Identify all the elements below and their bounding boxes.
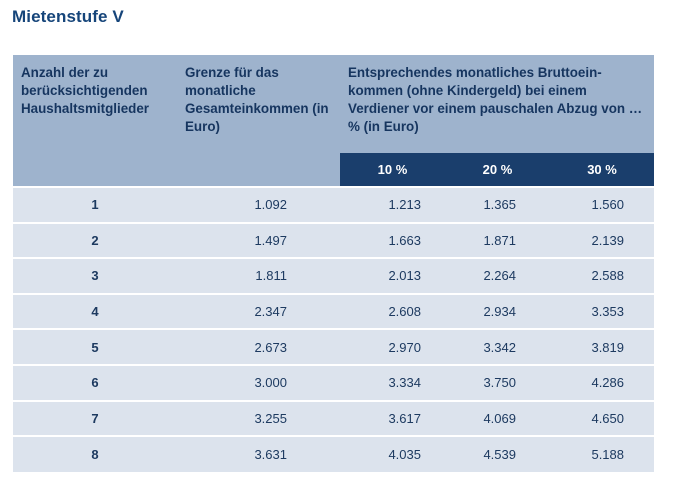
cell-gross-10: 1.663 — [340, 221, 445, 259]
cell-household-count: 1 — [13, 186, 177, 223]
cell-gross-20: 1.871 — [445, 221, 550, 259]
cell-gross-20: 3.342 — [445, 328, 550, 365]
table-row: 6 3.000 3.334 3.750 4.286 — [13, 363, 655, 401]
header-pct-10: 10 % — [340, 153, 445, 187]
income-limits-table: Anzahl der zu berücksichtigenden Haushal… — [13, 55, 655, 472]
cell-income-limit: 1.811 — [177, 257, 340, 294]
page-title: Mietenstufe V — [12, 7, 124, 26]
cell-gross-20: 4.069 — [445, 399, 550, 437]
cell-income-limit: 2.673 — [177, 328, 340, 365]
table-header-row: Anzahl der zu berücksichtigenden Haushal… — [13, 55, 655, 187]
cell-gross-20: 2.264 — [445, 257, 550, 294]
cell-household-count: 7 — [13, 399, 177, 437]
cell-gross-30: 5.188 — [550, 435, 655, 472]
cell-household-count: 5 — [13, 328, 177, 365]
header-income-limit: Grenze für das monatliche Gesamteinkomme… — [177, 55, 340, 187]
cell-gross-10: 3.334 — [340, 363, 445, 401]
table-row: 2 1.497 1.663 1.871 2.139 — [13, 221, 655, 259]
cell-gross-20: 3.750 — [445, 363, 550, 401]
cell-income-limit: 1.497 — [177, 221, 340, 259]
cell-gross-30: 4.650 — [550, 399, 655, 437]
cell-gross-30: 3.819 — [550, 328, 655, 365]
cell-gross-10: 3.617 — [340, 399, 445, 437]
header-pct-30: 30 % — [550, 153, 655, 187]
table-subheader-row: 10 % 20 % 30 % — [13, 153, 655, 187]
cell-income-limit: 2.347 — [177, 292, 340, 330]
cell-gross-30: 2.588 — [550, 257, 655, 294]
cell-household-count: 4 — [13, 292, 177, 330]
cell-gross-10: 1.213 — [340, 186, 445, 223]
cell-gross-10: 2.970 — [340, 328, 445, 365]
cell-gross-30: 2.139 — [550, 221, 655, 259]
table-body: 1 1.092 1.213 1.365 1.560 2 1.497 1.663 … — [13, 186, 655, 472]
cell-household-count: 3 — [13, 257, 177, 294]
header-household-members: Anzahl der zu berücksichtigenden Haushal… — [13, 55, 177, 187]
header-gross-income: Entsprechendes monatliches Bruttoein-kom… — [340, 55, 655, 153]
cell-gross-10: 2.608 — [340, 292, 445, 330]
table-row: 5 2.673 2.970 3.342 3.819 — [13, 328, 655, 365]
cell-gross-20: 2.934 — [445, 292, 550, 330]
cell-income-limit: 3.000 — [177, 363, 340, 401]
cell-income-limit: 3.255 — [177, 399, 340, 437]
cell-income-limit: 3.631 — [177, 435, 340, 472]
cell-household-count: 8 — [13, 435, 177, 472]
cell-gross-20: 4.539 — [445, 435, 550, 472]
table-row: 4 2.347 2.608 2.934 3.353 — [13, 292, 655, 330]
cell-gross-10: 4.035 — [340, 435, 445, 472]
cell-income-limit: 1.092 — [177, 186, 340, 223]
cell-household-count: 2 — [13, 221, 177, 259]
cell-gross-10: 2.013 — [340, 257, 445, 294]
cell-household-count: 6 — [13, 363, 177, 401]
table-row: 1 1.092 1.213 1.365 1.560 — [13, 186, 655, 223]
table-row: 8 3.631 4.035 4.539 5.188 — [13, 435, 655, 472]
table-row: 3 1.811 2.013 2.264 2.588 — [13, 257, 655, 294]
cell-gross-30: 1.560 — [550, 186, 655, 223]
table-row: 7 3.255 3.617 4.069 4.650 — [13, 399, 655, 437]
header-pct-20: 20 % — [445, 153, 550, 187]
cell-gross-30: 4.286 — [550, 363, 655, 401]
cell-gross-20: 1.365 — [445, 186, 550, 223]
cell-gross-30: 3.353 — [550, 292, 655, 330]
income-limits-table-container: Anzahl der zu berücksichtigenden Haushal… — [13, 55, 655, 472]
